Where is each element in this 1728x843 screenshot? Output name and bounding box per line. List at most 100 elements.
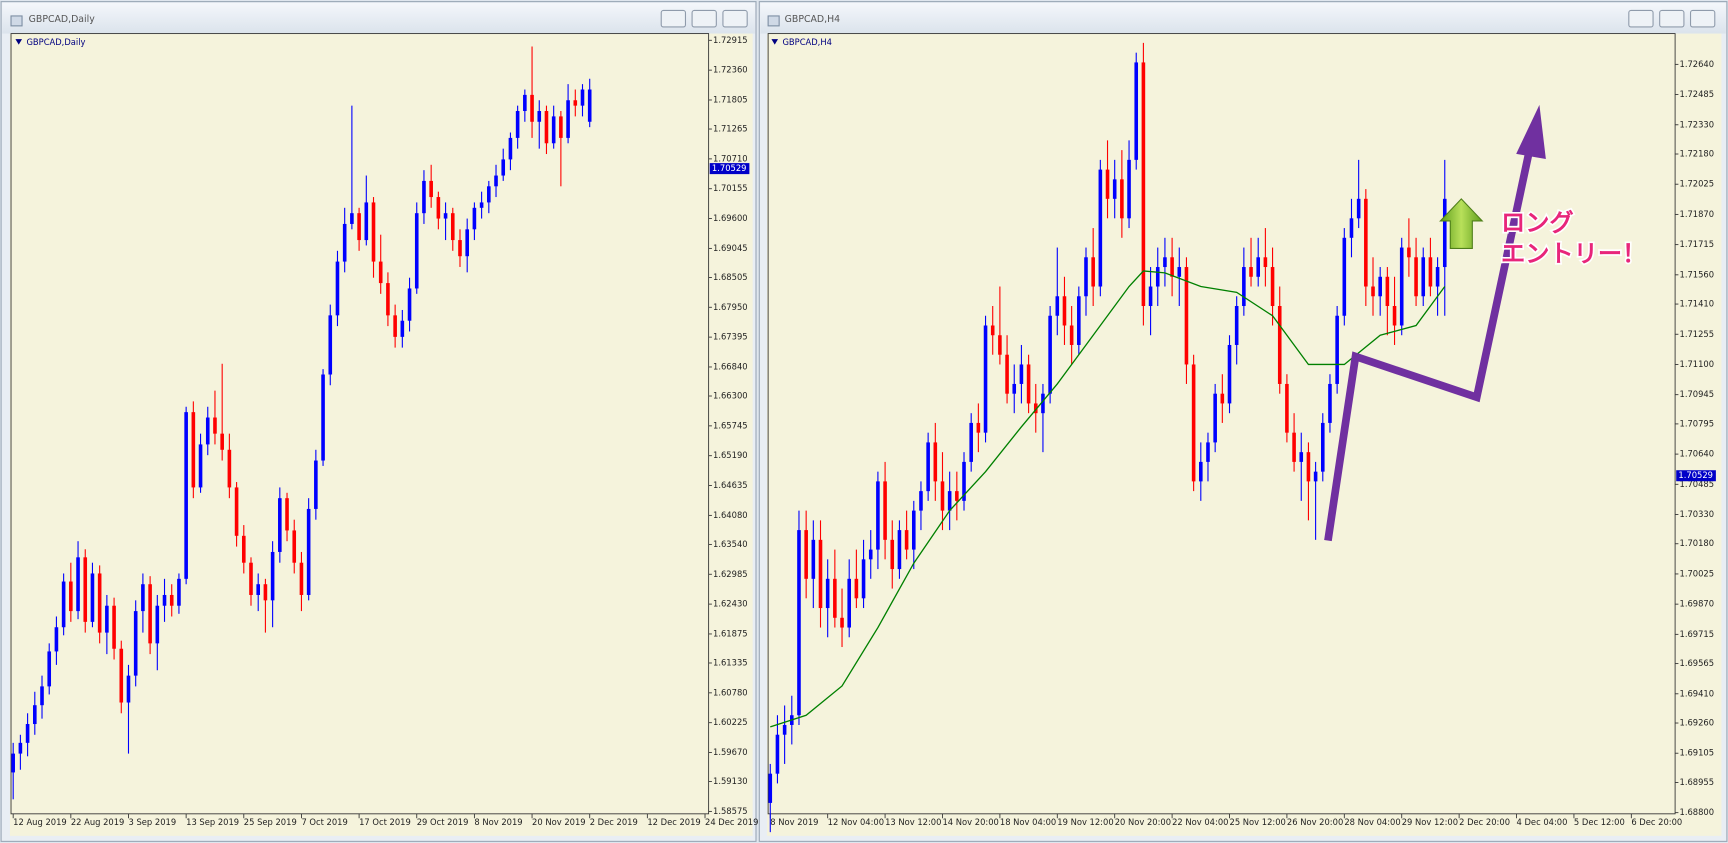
candle-body — [1349, 218, 1354, 238]
candle-body — [955, 491, 959, 501]
candle-body — [983, 325, 988, 433]
y-tick-label: 1.72915 — [713, 35, 748, 45]
candle-body — [580, 89, 585, 106]
candle-body — [1127, 159, 1131, 219]
candle-body — [1364, 198, 1368, 287]
candle-body — [825, 578, 830, 609]
candle-body — [1048, 315, 1052, 394]
candle-body — [976, 422, 981, 433]
candle-body — [797, 530, 801, 716]
candle-body — [1392, 306, 1397, 326]
candle-body — [1069, 325, 1074, 345]
title-bar — [760, 2, 1726, 34]
minimize-button[interactable] — [660, 9, 687, 28]
y-tick-label: 1.61335 — [713, 657, 748, 667]
x-tick-label: 13 Sep 2019 — [186, 817, 239, 827]
close-button[interactable] — [1689, 9, 1716, 28]
last-price-box — [1676, 470, 1716, 482]
candle-body — [342, 223, 347, 262]
y-tick-label: 1.72180 — [1680, 149, 1715, 159]
x-tick-label: 6 Dec 20:00 — [1631, 817, 1682, 827]
candle-body — [1227, 344, 1232, 404]
candle-body — [1041, 393, 1045, 414]
candle-body — [1335, 315, 1339, 384]
candle-body — [479, 202, 484, 208]
x-tick-label: 12 Dec 2019 — [647, 817, 700, 827]
candle-body — [169, 594, 174, 606]
candle-body — [904, 530, 909, 550]
candle-body — [155, 605, 160, 644]
candle-body — [443, 213, 448, 219]
candle-body — [61, 581, 66, 628]
restore-button[interactable] — [691, 9, 717, 28]
candle-body — [1170, 257, 1174, 277]
candle-body — [804, 530, 808, 579]
candle-body — [328, 315, 333, 375]
candle-body — [133, 611, 138, 676]
candle-body — [350, 213, 354, 224]
x-tick-label: 8 Nov 2019 — [770, 817, 818, 827]
candle-body — [465, 229, 469, 257]
candle-body — [840, 617, 844, 628]
restore-button[interactable] — [1659, 9, 1685, 28]
chart: 1.72640 1.72485 1.72330 1.72180 1.72025 1.718… — [768, 42, 1716, 833]
x-tick-label: 25 Nov 12:00 — [1230, 817, 1286, 827]
candle-body — [1285, 383, 1289, 433]
candle-body — [515, 111, 520, 138]
candle-body — [573, 100, 578, 106]
candle-body — [1091, 257, 1095, 287]
candle-body — [1356, 198, 1361, 219]
y-tick-label: 1.62985 — [713, 569, 748, 579]
y-tick-label: 1.72330 — [1680, 119, 1715, 129]
moving-average — [770, 270, 1446, 728]
y-tick-label: 1.68955 — [1680, 777, 1715, 787]
y-tick-label: 1.69045 — [713, 243, 748, 253]
x-tick-label: 2 Dec 20:00 — [1459, 817, 1510, 827]
close-button[interactable] — [722, 9, 748, 28]
candle-body — [947, 491, 952, 511]
candle-body — [472, 207, 477, 230]
candle-body — [890, 539, 895, 570]
x-tick-label: 8 Nov 2019 — [474, 817, 522, 827]
x-tick-label: 17 Oct 2019 — [359, 817, 411, 827]
candle-body — [162, 594, 167, 606]
candle-body — [1385, 276, 1390, 307]
candle-body — [1299, 452, 1304, 462]
candle-body — [407, 288, 412, 321]
candle-body — [429, 180, 433, 198]
right-window: GBPCAD,H4 GBPCAD,H4 — [758, 1, 1728, 842]
candle-body — [1292, 432, 1296, 462]
candle-body — [1277, 306, 1282, 384]
candle-body — [587, 89, 592, 122]
candle-body — [926, 442, 930, 492]
candle-body — [25, 724, 30, 743]
candle-body — [278, 498, 282, 552]
window-icon — [767, 15, 780, 27]
candle-body — [1256, 257, 1261, 277]
minimize-button[interactable] — [1628, 9, 1654, 28]
candle-body — [292, 530, 297, 563]
candle-body — [371, 202, 376, 262]
y-tick-label: 1.71870 — [1680, 209, 1715, 219]
candle-body — [969, 422, 973, 462]
chart-background — [9, 33, 753, 836]
last-price-label: 1.70529 — [1678, 470, 1713, 480]
y-tick-label: 1.70025 — [1680, 568, 1715, 578]
candle-body — [285, 498, 289, 531]
candle-body — [1134, 62, 1139, 160]
y-tick-label: 1.69410 — [1680, 688, 1715, 698]
y-tick-label: 1.71715 — [1680, 239, 1715, 249]
candle-body — [436, 197, 441, 219]
candle-body — [386, 283, 390, 316]
candle-body — [1163, 257, 1167, 268]
y-tick-label: 1.61875 — [713, 628, 748, 638]
candle-body — [33, 705, 37, 725]
y-tick-label: 1.71805 — [713, 94, 748, 104]
candle-body — [76, 557, 80, 612]
y-tick-label: 1.71255 — [1680, 329, 1715, 339]
candle-body — [782, 724, 787, 735]
y-tick-label: 1.71410 — [1680, 299, 1715, 309]
annotation-text: ロング — [1501, 208, 1574, 237]
y-tick-label: 1.64080 — [713, 510, 748, 520]
candle-body — [1313, 471, 1318, 482]
